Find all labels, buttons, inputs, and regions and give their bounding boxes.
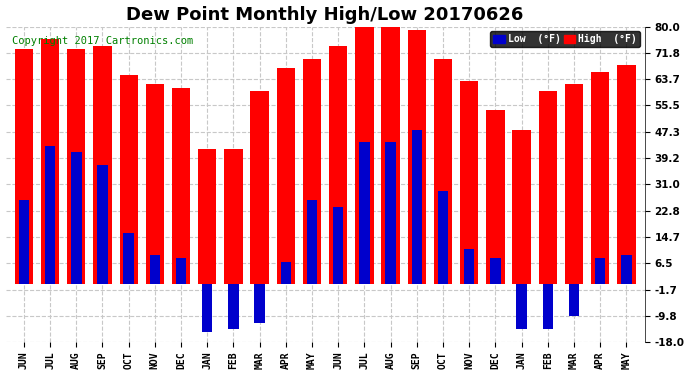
Bar	[41, 39, 59, 284]
Bar	[569, 284, 579, 316]
Bar	[591, 72, 609, 284]
Bar	[250, 91, 269, 284]
Bar	[124, 232, 134, 284]
Bar	[281, 262, 291, 284]
Bar	[150, 255, 160, 284]
Text: Copyright 2017 Cartronics.com: Copyright 2017 Cartronics.com	[12, 36, 193, 46]
Bar	[97, 165, 108, 284]
Bar	[595, 258, 605, 284]
Bar	[516, 284, 527, 329]
Bar	[67, 49, 86, 284]
Bar	[172, 88, 190, 284]
Bar	[460, 81, 478, 284]
Title: Dew Point Monthly High/Low 20170626: Dew Point Monthly High/Low 20170626	[126, 6, 524, 24]
Bar	[513, 129, 531, 284]
Bar	[539, 91, 557, 284]
Bar	[176, 258, 186, 284]
Bar	[386, 142, 396, 284]
Bar	[437, 191, 448, 284]
Legend: Low  (°F), High  (°F): Low (°F), High (°F)	[491, 32, 640, 47]
Bar	[277, 68, 295, 284]
Bar	[490, 258, 501, 284]
Bar	[303, 59, 322, 284]
Bar	[228, 284, 239, 329]
Bar	[618, 65, 635, 284]
Bar	[464, 249, 475, 284]
Bar	[146, 84, 164, 284]
Bar	[359, 142, 370, 284]
Bar	[565, 84, 583, 284]
Bar	[329, 46, 347, 284]
Bar	[355, 23, 373, 284]
Bar	[202, 284, 213, 332]
Bar	[71, 152, 81, 284]
Bar	[411, 129, 422, 284]
Bar	[255, 284, 265, 323]
Bar	[486, 110, 504, 284]
Bar	[621, 255, 631, 284]
Bar	[198, 149, 217, 284]
Bar	[307, 200, 317, 284]
Bar	[542, 284, 553, 329]
Bar	[408, 30, 426, 284]
Bar	[93, 46, 112, 284]
Bar	[14, 49, 33, 284]
Bar	[382, 27, 400, 284]
Bar	[19, 200, 29, 284]
Bar	[434, 59, 452, 284]
Bar	[333, 207, 344, 284]
Bar	[119, 75, 138, 284]
Bar	[224, 149, 243, 284]
Bar	[45, 146, 55, 284]
